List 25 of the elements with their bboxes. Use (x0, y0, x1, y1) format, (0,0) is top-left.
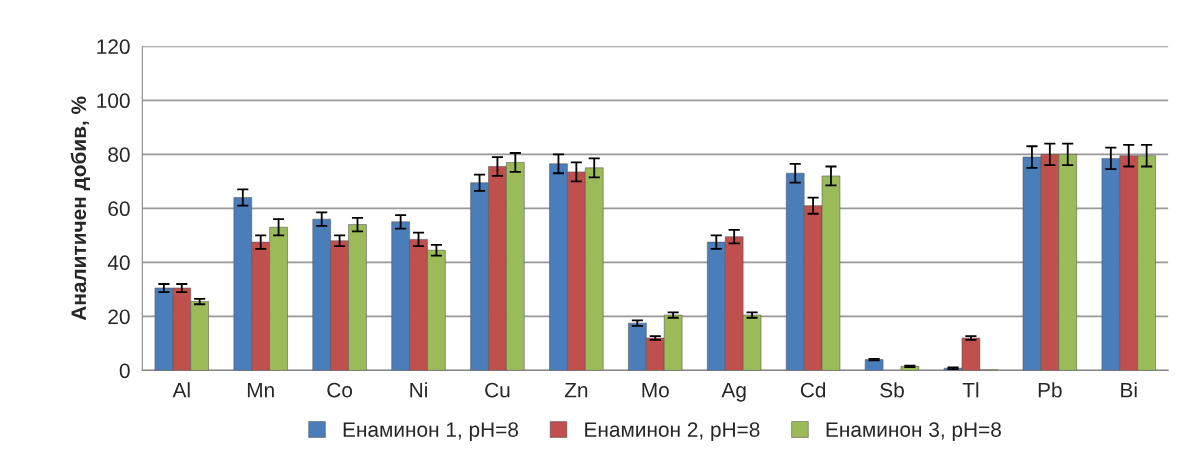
y-tick-label: 80 (108, 147, 130, 163)
x-tick-label: Co (327, 382, 353, 398)
y-tick-label: 100 (97, 93, 130, 109)
y-tick-label: 60 (108, 201, 130, 217)
x-tick-label: Mo (642, 382, 669, 398)
x-tick-label: Ag (721, 382, 746, 402)
x-tick-label: Cu (485, 382, 510, 398)
legend-label: Енаминон 2, pH=8 (585, 422, 760, 442)
y-tick-label: 40 (107, 255, 130, 271)
x-tick-label: Sb (880, 382, 904, 398)
x-tick-label: Tl (962, 382, 979, 398)
y-axis-title: Аналитичен добив, % (70, 96, 91, 321)
x-tick-label: Pb (1038, 382, 1062, 398)
x-tick-label: Zn (564, 382, 588, 398)
x-tick-label: Bi (1121, 382, 1137, 398)
x-tick-label: Ni (410, 382, 427, 398)
x-tick-label: Cd (800, 382, 826, 398)
y-tick-label: 20 (108, 309, 130, 325)
x-tick-label: Al (172, 382, 190, 398)
x-tick-label: Mn (247, 382, 274, 398)
legend-label: Енаминон 3, pH=8 (826, 422, 1001, 442)
bar (864, 359, 884, 371)
y-tick-label: 120 (97, 39, 130, 55)
y-tick-label: 0 (119, 363, 130, 379)
legend-label: Енаминон 1, pH=8 (343, 422, 519, 442)
